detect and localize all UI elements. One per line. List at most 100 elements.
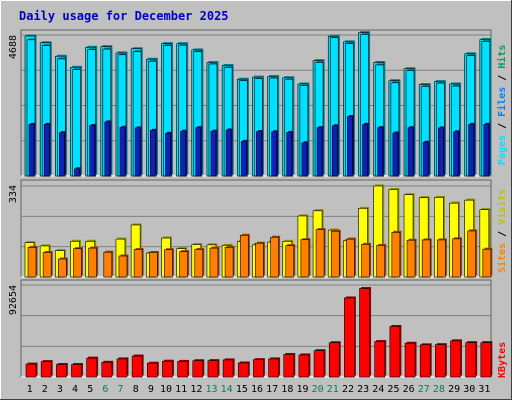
pages-bar xyxy=(438,127,444,177)
day-label: 24 xyxy=(372,384,384,395)
sites-bar xyxy=(270,236,279,278)
kbytes-bar xyxy=(86,357,97,378)
pages-bar xyxy=(225,129,232,177)
kbytes-bar xyxy=(56,364,67,378)
day-label: 12 xyxy=(190,384,202,395)
pages-bar xyxy=(407,127,414,177)
sites-bar xyxy=(239,235,249,278)
day-label: 4 xyxy=(72,384,78,395)
pages-bar xyxy=(331,125,338,177)
kbytes-bar xyxy=(359,288,370,378)
sites-bar xyxy=(467,230,476,278)
day-label: 30 xyxy=(463,384,475,395)
sites-bar xyxy=(73,248,82,278)
day-label: 23 xyxy=(357,384,369,395)
kbytes-bar xyxy=(374,341,386,378)
chart-panels: 4688 Pages / Files / Hits 334 Sites / Visit… xyxy=(8,29,508,378)
kbytes-legend: KBytes xyxy=(497,342,508,378)
visits-legend-entry: Sites xyxy=(496,243,508,273)
day-label: 7 xyxy=(118,384,124,395)
kbytes-bar xyxy=(328,342,340,378)
sites-bar xyxy=(376,245,386,278)
day-label: 6 xyxy=(102,384,108,395)
kbytes-bar xyxy=(101,362,113,378)
sites-bar xyxy=(300,239,310,278)
day-label: 14 xyxy=(221,384,233,395)
sites-bar xyxy=(437,239,446,278)
kbytes-bar xyxy=(25,363,37,378)
day-label: 18 xyxy=(281,384,293,395)
sites-bar xyxy=(27,247,37,278)
hits-legend-separator: / xyxy=(497,117,508,135)
hits-max-label: 4688 xyxy=(8,35,19,59)
sites-bar xyxy=(88,247,97,278)
pages-bar xyxy=(377,127,384,177)
sites-bar xyxy=(224,247,234,278)
sites-bar xyxy=(148,252,158,278)
kbytes-bar xyxy=(298,354,310,378)
pages-bar xyxy=(43,124,50,177)
pages-bar xyxy=(119,127,126,177)
sites-bar xyxy=(391,232,401,278)
day-label: 25 xyxy=(387,384,399,395)
kbytes-bar xyxy=(404,342,416,378)
pages-bar xyxy=(240,141,247,177)
kbytes-bar xyxy=(192,360,204,378)
visits-legend-separator: / xyxy=(497,225,508,243)
visits-max-label: 334 xyxy=(8,185,19,203)
pages-bar xyxy=(422,141,429,177)
pages-bar xyxy=(392,132,399,177)
sites-bar xyxy=(209,247,219,278)
kbytes-bar xyxy=(389,326,401,378)
kbytes-bar xyxy=(131,355,143,378)
kbytes-bar xyxy=(313,350,325,378)
pages-bar xyxy=(468,124,474,177)
pages-bar xyxy=(256,131,262,177)
sites-bar xyxy=(58,258,67,278)
day-label: 22 xyxy=(342,384,354,395)
kbytes-bar xyxy=(177,361,188,378)
kbytes-bar xyxy=(253,359,264,378)
sites-bar xyxy=(452,238,461,278)
kbytes-bar xyxy=(450,340,461,378)
day-label: 1 xyxy=(27,384,33,395)
sites-bar xyxy=(164,249,173,278)
files-bar xyxy=(72,69,81,177)
day-label: 13 xyxy=(205,384,217,395)
visits-bars xyxy=(24,184,493,278)
day-label: 31 xyxy=(478,384,490,395)
pages-bar xyxy=(362,124,368,177)
pages-bar xyxy=(210,130,217,177)
day-label: 5 xyxy=(87,384,93,395)
day-label: 17 xyxy=(266,384,278,395)
pages-bar xyxy=(271,131,277,177)
kbytes-bar xyxy=(71,364,82,378)
kbytes-bar xyxy=(435,344,446,378)
kbytes-bar xyxy=(40,361,52,378)
kbytes-bar xyxy=(344,297,355,378)
sites-bar xyxy=(133,249,143,278)
kbytes-bar xyxy=(207,360,219,378)
pages-bar xyxy=(59,132,65,177)
sites-bar xyxy=(255,242,264,278)
sites-bar xyxy=(118,255,128,278)
pages-bar xyxy=(286,132,293,177)
day-label: 20 xyxy=(312,384,324,395)
kbytes-bar xyxy=(237,362,249,378)
day-label: 10 xyxy=(160,384,172,395)
kbytes-bar xyxy=(222,359,234,378)
sites-bar xyxy=(406,239,416,278)
hits-legend-entry: Pages xyxy=(497,135,508,165)
sites-bar xyxy=(361,244,370,278)
day-label: 15 xyxy=(236,384,248,395)
hits-legend-entry: Hits xyxy=(496,45,508,69)
pages-bar xyxy=(453,131,459,177)
day-label: 21 xyxy=(327,384,339,395)
day-label: 27 xyxy=(418,384,430,395)
hits-legend-separator: / xyxy=(497,69,508,87)
pages-bar xyxy=(347,116,353,177)
kbytes-bar xyxy=(283,354,295,378)
kbytes-bar xyxy=(268,358,279,378)
